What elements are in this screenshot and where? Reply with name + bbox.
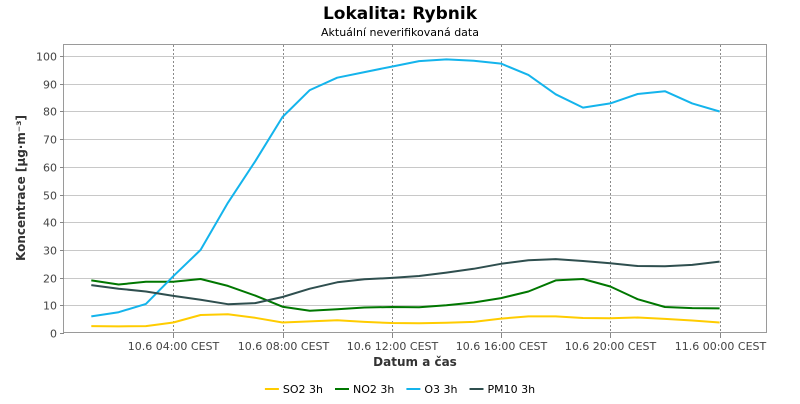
y-tick-label: 40 (43, 217, 57, 230)
x-tick-label: 11.6 00:00 CEST (675, 340, 767, 353)
y-tick-label: 20 (43, 273, 57, 286)
x-tick-label: 10.6 20:00 CEST (565, 340, 657, 353)
y-tick-label: 30 (43, 245, 57, 258)
legend-item: O3 3h (406, 383, 458, 396)
y-tick-label: 100 (36, 51, 57, 64)
grid (64, 45, 766, 333)
axes: 0 10 20 30 40 50 60 70 80 90 100 10.6 04:00 CEST 10.… (36, 51, 767, 354)
legend-label: O3 3h (424, 383, 457, 396)
y-tick-label: 80 (43, 106, 57, 119)
plot-area-border (63, 44, 767, 333)
series-line-pm10-3h (91, 258, 720, 306)
chart-title: Lokalita: Rybnik (323, 4, 478, 24)
x-tick-label: 10.6 12:00 CEST (347, 340, 439, 353)
y-tick-label: 70 (43, 134, 57, 147)
legend-item: PM10 3h (469, 383, 536, 396)
legend-label: SO2 3h (283, 383, 323, 396)
legend-item: NO2 3h (335, 383, 394, 396)
legend-label: NO2 3h (353, 383, 394, 396)
legend: SO2 3h NO2 3h O3 3h PM10 3h (264, 383, 536, 396)
chart-subtitle: Aktuální neverifikovaná data (321, 26, 479, 39)
y-tick-label: 50 (43, 190, 57, 203)
series-line-so2-3h (91, 313, 720, 328)
y-tick-label: 10 (43, 300, 57, 313)
legend-item: SO2 3h (264, 383, 323, 396)
series-lines (91, 58, 720, 328)
y-tick-label: 0 (50, 328, 57, 341)
series-line-o3-3h (91, 58, 720, 318)
y-tick-label: 90 (43, 79, 57, 92)
legend-label: PM10 3h (488, 383, 536, 396)
x-tick-label: 10.6 08:00 CEST (238, 340, 330, 353)
series-line-no2-3h (91, 278, 720, 312)
x-tick-label: 10.6 04:00 CEST (128, 340, 220, 353)
x-tick-label: 10.6 16:00 CEST (456, 340, 548, 353)
x-axis-label: Datum a čas (373, 355, 457, 369)
y-axis-label: Koncentrace [µg·m⁻³] (14, 115, 28, 261)
y-tick-label: 60 (43, 162, 57, 175)
